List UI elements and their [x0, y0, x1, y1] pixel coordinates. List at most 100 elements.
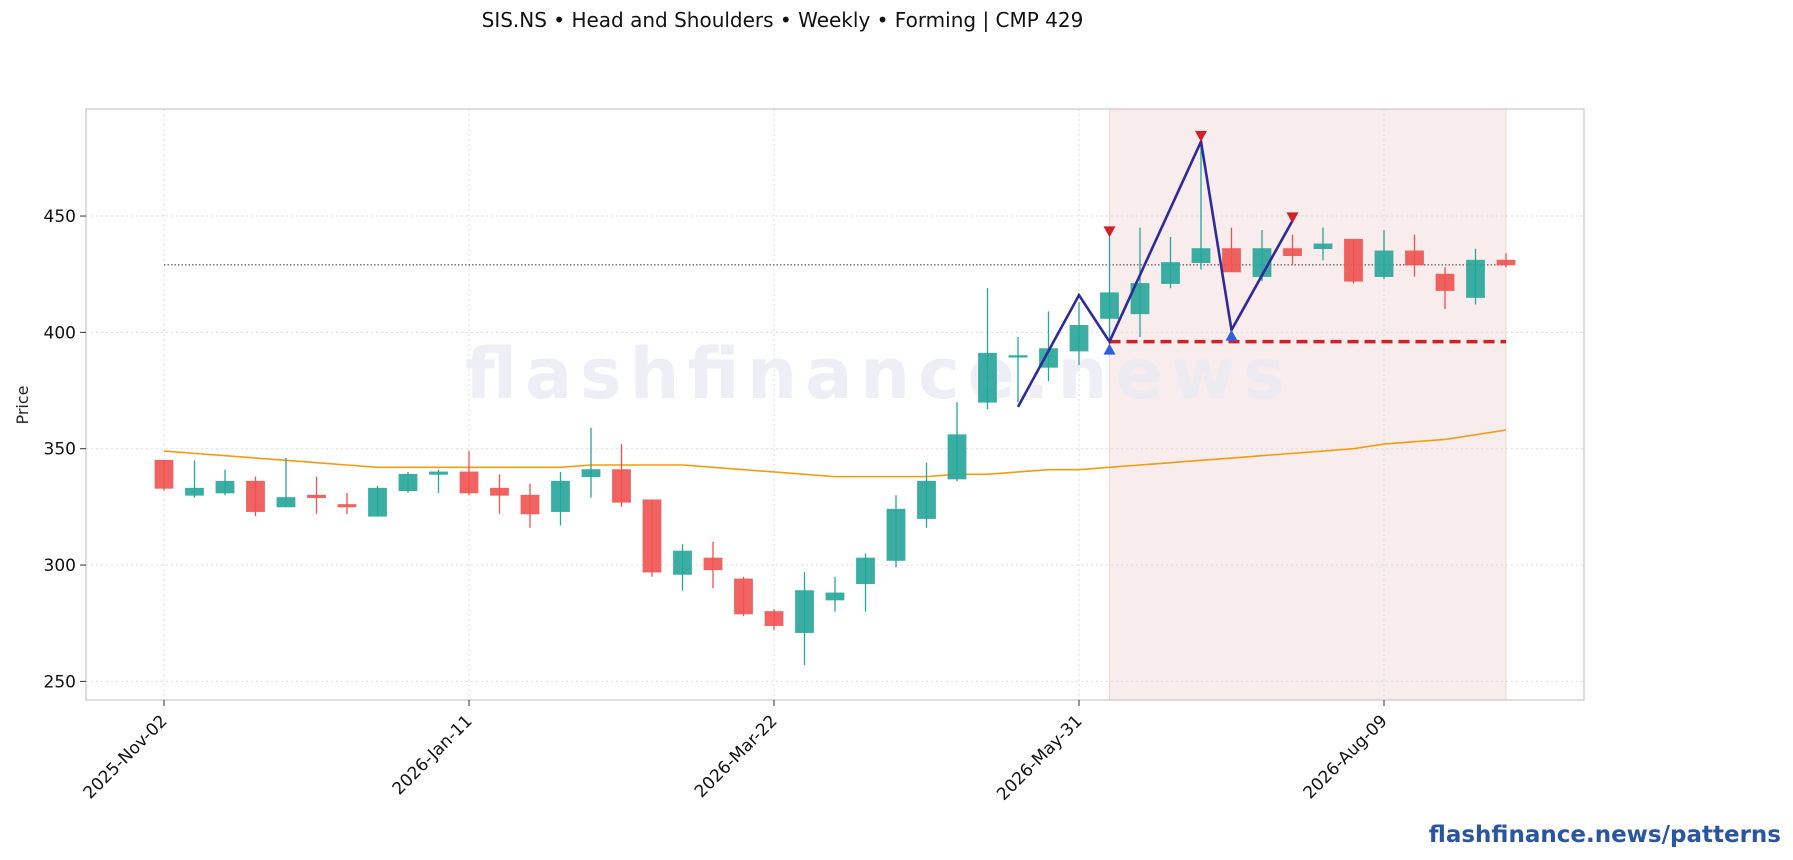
y-tick-label: 400 — [44, 323, 76, 343]
candle-body — [703, 557, 723, 571]
candle — [246, 476, 265, 517]
x-tick-label: 2026-Jan-11 — [389, 711, 477, 799]
candle — [1283, 234, 1302, 265]
candle-body — [1100, 292, 1119, 319]
candle-body — [1161, 262, 1180, 284]
candle — [368, 485, 387, 517]
candle — [1069, 302, 1089, 365]
candle — [490, 474, 509, 514]
candle-body — [429, 471, 448, 475]
candle-body — [1405, 250, 1424, 266]
candle — [1435, 267, 1455, 310]
candle-body — [917, 480, 936, 519]
x-tick-label: 2026-May-31 — [993, 711, 1086, 804]
y-tick-label: 450 — [44, 207, 76, 227]
y-tick-label: 250 — [44, 672, 76, 692]
candle — [307, 476, 326, 514]
candle-body — [856, 557, 875, 585]
candle-body — [1496, 259, 1516, 266]
candle-body — [246, 480, 265, 512]
candle — [1374, 229, 1394, 279]
candle — [551, 471, 570, 526]
candle-body — [612, 469, 631, 503]
candle — [917, 462, 936, 528]
candle-body — [215, 480, 235, 494]
candle — [581, 427, 601, 498]
peak-marker — [1103, 226, 1116, 238]
candle-body — [276, 497, 296, 508]
candle — [856, 553, 875, 612]
candle — [1496, 253, 1516, 268]
candle-body — [520, 494, 540, 515]
candle-body — [795, 590, 814, 633]
candle — [1100, 236, 1119, 345]
candle-body — [1466, 259, 1485, 298]
candle-body — [1130, 283, 1150, 315]
candle — [1222, 227, 1241, 273]
candle-body — [307, 494, 326, 498]
candle-body — [185, 487, 204, 496]
candle-body — [947, 434, 967, 480]
candle — [520, 483, 540, 528]
trough-marker — [1225, 329, 1238, 341]
candle — [673, 544, 692, 591]
candle-body — [1283, 248, 1302, 256]
candle — [429, 469, 448, 493]
candle — [1161, 236, 1180, 289]
peak-marker — [1195, 130, 1207, 142]
candle-body — [825, 592, 845, 601]
y-axis-label: Price — [13, 385, 32, 424]
chart-title: SIS.NS • Head and Shoulders • Weekly • F… — [481, 8, 1084, 32]
candle — [947, 402, 967, 482]
candle-body — [368, 487, 387, 517]
plot-frame — [85, 108, 1585, 701]
candle — [215, 469, 235, 496]
y-tick-label: 300 — [44, 556, 76, 576]
candle — [734, 576, 753, 617]
candle — [1405, 234, 1424, 277]
candle-body — [490, 487, 509, 496]
candle — [337, 492, 357, 514]
candle-body — [734, 578, 753, 615]
candle — [612, 444, 631, 507]
candle-body — [337, 504, 357, 508]
candle — [459, 451, 479, 496]
candle-body — [1008, 355, 1028, 358]
candle — [154, 459, 174, 491]
trough-marker — [1103, 343, 1116, 355]
candle — [795, 572, 814, 666]
watermark-text: flashfinance.news — [465, 333, 1285, 415]
candle — [1191, 146, 1211, 270]
candle-body — [1222, 248, 1241, 273]
candle — [1130, 227, 1150, 338]
candle-body — [551, 480, 570, 512]
candle — [185, 460, 204, 498]
candle-body — [1313, 243, 1333, 250]
candle — [276, 458, 296, 508]
candle-body — [642, 499, 662, 573]
candle — [1344, 238, 1363, 284]
candle-body — [1435, 273, 1455, 291]
candle-body — [886, 508, 906, 561]
candle — [978, 288, 997, 410]
candle-body — [459, 471, 479, 494]
candle-body — [581, 469, 601, 478]
pattern-path-line — [1016, 137, 1294, 408]
footer-patterns-link[interactable]: flashfinance.news/patterns — [1428, 822, 1781, 848]
candle — [703, 541, 723, 589]
candle-body — [764, 611, 784, 626]
candle-body — [978, 352, 997, 403]
candle — [825, 576, 845, 612]
candle — [1466, 248, 1485, 305]
candle — [398, 471, 418, 493]
candle-body — [1191, 248, 1211, 263]
candle-body — [1069, 324, 1089, 352]
candle-body — [673, 550, 692, 575]
x-tick-label: 2025-Nov-02 — [80, 711, 172, 803]
candle — [764, 609, 784, 631]
x-tick-label: 2026-Mar-22 — [691, 711, 782, 802]
candle — [1008, 337, 1028, 403]
candle-body — [1374, 250, 1394, 277]
candle-body — [398, 473, 418, 491]
